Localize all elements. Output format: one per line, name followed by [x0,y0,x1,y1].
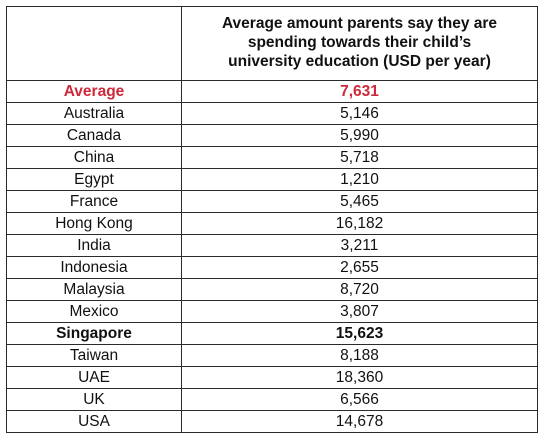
spending-table: Average amount parents say they are spen… [6,6,538,433]
value-cell: 14,678 [181,410,538,433]
value-cell: 15,623 [181,322,538,345]
value-cell: 2,655 [181,256,538,279]
country-cell: Hong Kong [6,212,182,235]
country-cell: UK [6,388,182,411]
value-cell: 8,720 [181,278,538,301]
country-cell: France [6,190,182,213]
country-column-header [6,6,182,81]
country-cell: Egypt [6,168,182,191]
table-row: USA 14,678 [6,410,538,433]
table-row: Australia 5,146 [6,102,538,125]
value-cell: 1,210 [181,168,538,191]
value-cell: 5,990 [181,124,538,147]
country-cell: USA [6,410,182,433]
country-cell: UAE [6,366,182,389]
country-cell: Taiwan [6,344,182,367]
value-header-line: spending towards their child’s [247,34,472,52]
value-cell: 5,146 [181,102,538,125]
value-cell: 6,566 [181,388,538,411]
value-cell: 3,807 [181,300,538,323]
value-column-header: Average amount parents say they are spen… [181,6,538,81]
table-row: UAE 18,360 [6,366,538,389]
table-row: France 5,465 [6,190,538,213]
table-row: Taiwan 8,188 [6,344,538,367]
value-cell: 16,182 [181,212,538,235]
country-cell: China [6,146,182,169]
table-row: UK 6,566 [6,388,538,411]
table-row: India 3,211 [6,234,538,257]
value-cell: 5,465 [181,190,538,213]
table-row-singapore: Singapore 15,623 [6,322,538,345]
value-cell: 8,188 [181,344,538,367]
country-cell: India [6,234,182,257]
table-row: Hong Kong 16,182 [6,212,538,235]
table-row: Mexico 3,807 [6,300,538,323]
value-cell: 5,718 [181,146,538,169]
country-cell: Malaysia [6,278,182,301]
table-row: Indonesia 2,655 [6,256,538,279]
table-row-average: Average 7,631 [6,80,538,103]
table-row: Malaysia 8,720 [6,278,538,301]
country-cell: Singapore [6,322,182,345]
value-cell: 7,631 [181,80,538,103]
value-header-line: Average amount parents say they are [221,15,498,33]
country-cell: Mexico [6,300,182,323]
table-row: Canada 5,990 [6,124,538,147]
country-cell: Average [6,80,182,103]
value-header-line: university education (USD per year) [228,52,491,70]
country-cell: Australia [6,102,182,125]
table-row: Egypt 1,210 [6,168,538,191]
value-cell: 3,211 [181,234,538,257]
table-row: China 5,718 [6,146,538,169]
country-cell: Indonesia [6,256,182,279]
table-header-row: Average amount parents say they are spen… [6,6,538,81]
value-cell: 18,360 [181,366,538,389]
country-cell: Canada [6,124,182,147]
